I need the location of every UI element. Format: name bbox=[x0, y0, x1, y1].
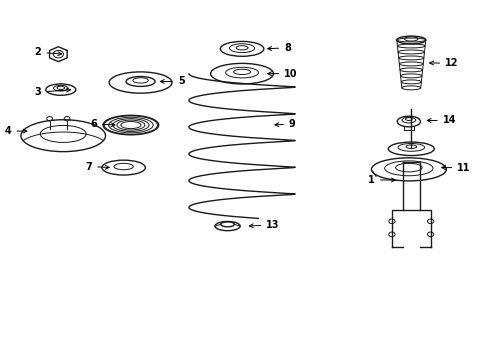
Text: 7: 7 bbox=[85, 162, 109, 171]
Text: 2: 2 bbox=[35, 48, 61, 57]
Text: 1: 1 bbox=[367, 175, 394, 185]
Text: 3: 3 bbox=[35, 87, 70, 97]
Text: 14: 14 bbox=[427, 116, 455, 125]
Text: 9: 9 bbox=[274, 119, 295, 129]
Text: 10: 10 bbox=[267, 69, 297, 79]
Text: 11: 11 bbox=[441, 163, 470, 172]
Text: 12: 12 bbox=[429, 58, 458, 68]
Text: 13: 13 bbox=[249, 220, 279, 230]
Text: 8: 8 bbox=[267, 43, 290, 53]
Text: 6: 6 bbox=[90, 119, 115, 129]
Text: 5: 5 bbox=[160, 76, 184, 86]
Text: 4: 4 bbox=[5, 126, 27, 136]
